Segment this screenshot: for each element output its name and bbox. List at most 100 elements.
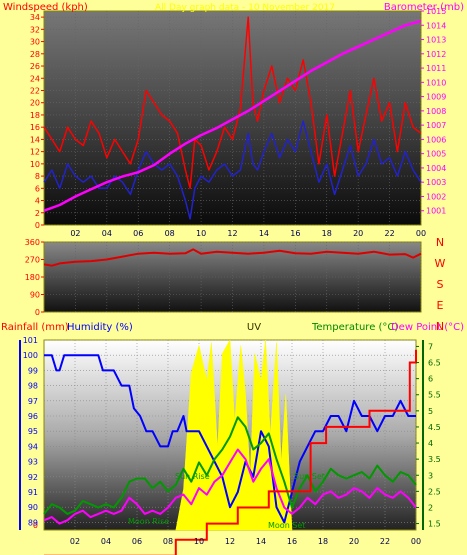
climate-x-tick-label: 00: [411, 537, 421, 546]
windspeed-tick-label: 32: [30, 25, 40, 34]
barometer-tick-label: 1001: [426, 207, 446, 216]
moon-rise-label: Moon Rise: [128, 517, 169, 526]
barometer-line: [43, 19, 422, 212]
temperature-tick-label: 4.5: [428, 423, 441, 432]
windspeed-tick-label: 30: [30, 38, 40, 47]
temperature-tick-label: 4: [428, 439, 433, 448]
windspeed-tick-label: 2: [35, 209, 40, 218]
sun-rise-label: Sun Rise: [175, 472, 210, 481]
wind-baro-x-tick-label: 02: [70, 229, 80, 238]
windspeed-tick-label: 10: [30, 160, 40, 169]
barometer-tick-label: 1005: [426, 150, 446, 159]
wind-direction-tick-label: 0: [35, 308, 40, 317]
humidity-tick-label: 95: [28, 427, 38, 436]
uv-axis-label: UV: [247, 322, 261, 333]
humidity-tick-label: 99: [28, 366, 38, 375]
humidity-tick-label: 101: [23, 336, 38, 345]
barometer-axis-label: Barometer (mb): [384, 2, 464, 13]
humidity-tick-label: 100: [23, 351, 38, 360]
wind-direction-tick-label: 180: [25, 273, 40, 282]
windspeed-tick-label: 4: [35, 197, 40, 206]
humidity-tick-label: 0: [33, 521, 38, 530]
wind-direction-tick-label: 90: [30, 291, 40, 300]
barometer-tick-label: 1010: [426, 78, 446, 87]
humidity-tick-label: 97: [28, 397, 38, 406]
barometer-tick-label: 1012: [426, 50, 446, 59]
windspeed-tick-label: 34: [30, 13, 40, 22]
temperature-tick-label: 5: [428, 407, 433, 416]
temperature-tick-label: 1.5: [428, 520, 441, 529]
wind-direction-tick-label: 360: [25, 238, 40, 247]
windspeed-tick-label: 6: [35, 184, 40, 193]
climate-x-axis: 02 04 06 08 10 12 14 16 18 20 22 00: [70, 537, 421, 546]
wind-baro-title: All Day graph data - 10 November 2017: [155, 3, 335, 13]
wind-baro-x-axis: 02 04 06 08 10 12 14 16 18 20 22 00: [70, 229, 426, 238]
climate-x-tick-label: 16: [287, 537, 297, 546]
wind-baro-x-tick-label: 04: [102, 229, 112, 238]
climate-x-tick-label: 20: [349, 537, 359, 546]
barometer-tick-label: 1006: [426, 135, 446, 144]
temperature-line: [43, 416, 417, 515]
dewpoint-line: [43, 448, 417, 525]
wind-direction-tick-label: 270: [25, 256, 40, 265]
wind-baro-x-tick-label: 16: [290, 229, 300, 238]
wind-baro-x-tick-label: 18: [322, 229, 332, 238]
climate-x-tick-label: 02: [70, 537, 80, 546]
wind-baro-x-tick-label: 22: [384, 229, 394, 238]
windspeed-axis-label: Windspeed (kph): [3, 2, 88, 13]
humidity-tick-label: 90: [28, 503, 38, 512]
barometer-tick-label: 1007: [426, 121, 446, 130]
climate-x-tick-label: 18: [318, 537, 328, 546]
compass-label: W: [435, 257, 446, 270]
wind-direction-series: [43, 248, 422, 267]
humidity-axis-label: Humidity (%): [67, 322, 133, 333]
wind-baro-x-tick-label: 00: [416, 229, 426, 238]
wind-baro-x-tick-label: 10: [196, 229, 206, 238]
temperature-tick-label: 7: [428, 342, 433, 351]
humidity-line: [44, 354, 416, 524]
climate-x-tick-label: 12: [225, 537, 235, 546]
temperature-axis-label: Temperature (°C): [311, 322, 398, 333]
compass-label: E: [437, 299, 444, 312]
wind-direction-axis: 0 90 180 270 360: [25, 238, 44, 317]
temperature-tick-label: 3.5: [428, 455, 441, 464]
climate-x-tick-label: 08: [163, 537, 173, 546]
barometer-tick-label: 1015: [426, 7, 446, 16]
humidity-tick-label: 93: [28, 458, 38, 467]
wind-baro-x-tick-label: 06: [133, 229, 143, 238]
wind-gust-line: [43, 16, 422, 190]
sun-set-label: Sun Set: [294, 472, 325, 481]
temperature-tick-label: 2.5: [428, 487, 441, 496]
rainfall-axis-label: Rainfall (mm): [1, 322, 69, 333]
windspeed-tick-label: 14: [30, 135, 40, 144]
barometer-tick-label: 1002: [426, 192, 446, 201]
rainfall-line: [44, 349, 417, 555]
windspeed-tick-label: 20: [30, 99, 40, 108]
climate-x-tick-label: 14: [256, 537, 266, 546]
humidity-tick-label: 89: [28, 518, 38, 527]
wind-baro-x-tick-label: 14: [259, 229, 269, 238]
climate-x-tick-label: 10: [194, 537, 204, 546]
dewpoint-axis-label: Dew Point (°C): [391, 322, 464, 333]
barometer-tick-label: 1013: [426, 36, 446, 45]
climate-x-tick-label: 04: [101, 537, 111, 546]
windspeed-tick-label: 26: [30, 62, 40, 71]
windspeed-tick-label: 22: [30, 86, 40, 95]
humidity-tick-label: 91: [28, 488, 38, 497]
windspeed-tick-label: 16: [30, 123, 40, 132]
moon-set-label: Moon Set: [268, 521, 305, 530]
windspeed-tick-label: 12: [30, 148, 40, 157]
humidity-tick-label: 92: [28, 473, 38, 482]
wind-baro-x-tick-label: 08: [165, 229, 175, 238]
compass-label: N: [436, 320, 444, 333]
windspeed-tick-label: 18: [30, 111, 40, 120]
temperature-tick-label: 5.5: [428, 391, 441, 400]
climate-series: [43, 349, 417, 555]
wind-baro-x-tick-label: 20: [353, 229, 363, 238]
barometer-tick-label: 1008: [426, 107, 446, 116]
barometer-tick-label: 1011: [426, 64, 446, 73]
wind-baro-series: [43, 16, 422, 220]
windspeed-tick-label: 24: [30, 74, 40, 83]
